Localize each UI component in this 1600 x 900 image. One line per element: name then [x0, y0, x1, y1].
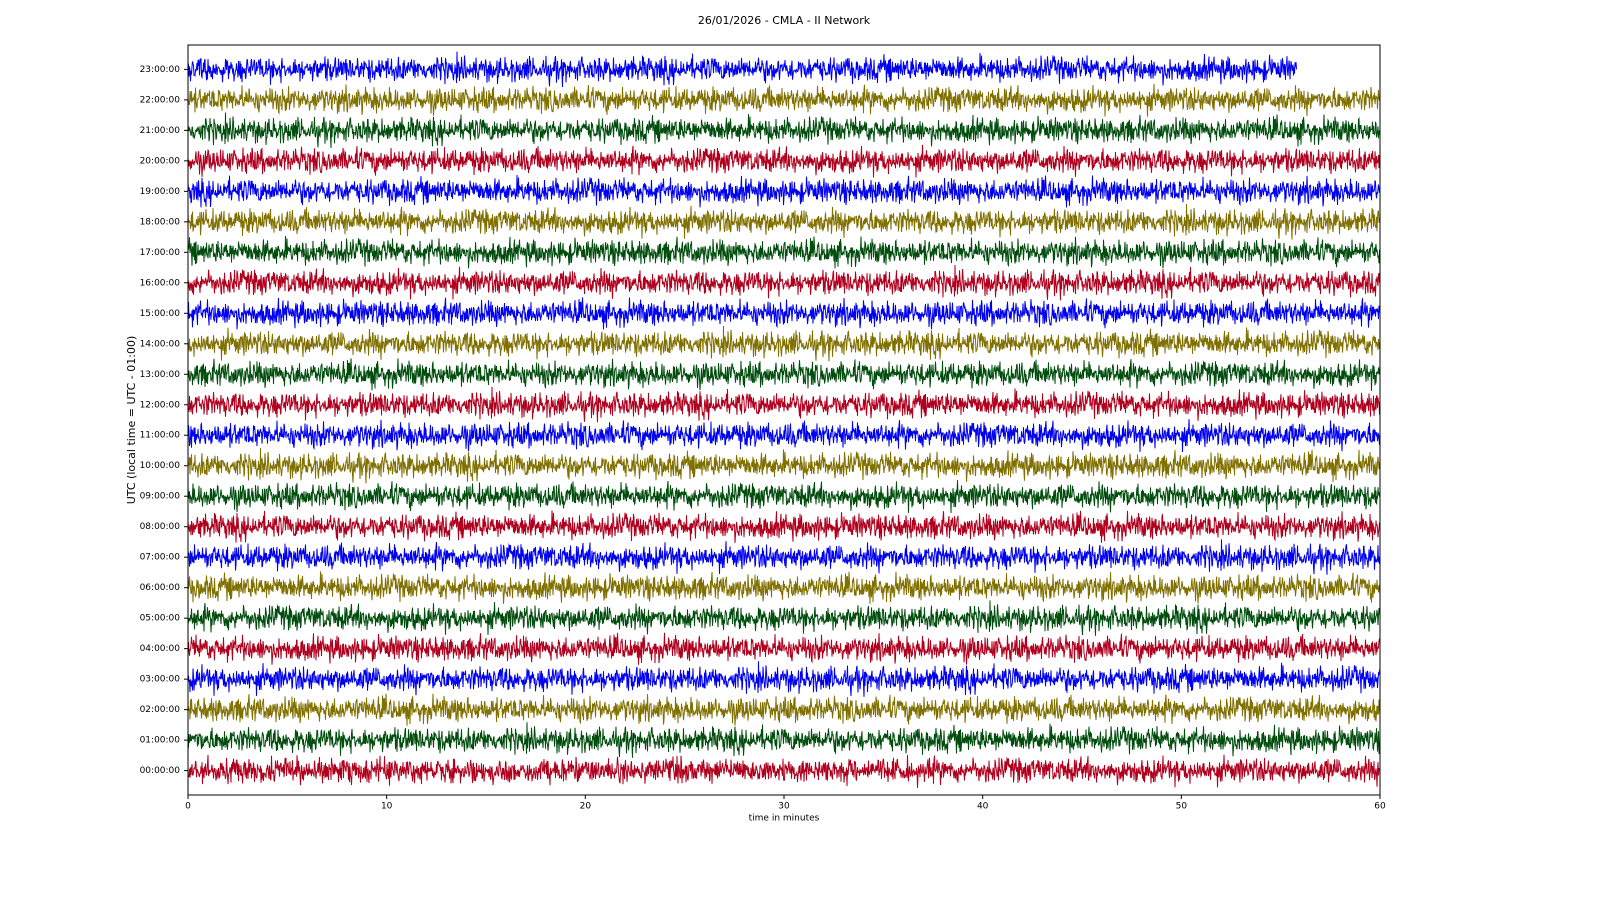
trace [188, 693, 1380, 726]
y-tick-label: 23:00:00 [140, 65, 181, 75]
trace [188, 264, 1380, 301]
y-tick-label: 02:00:00 [140, 705, 181, 715]
y-tick-label: 09:00:00 [140, 492, 181, 502]
y-tick-label: 11:00:00 [140, 431, 181, 441]
y-tick-label: 14:00:00 [140, 339, 181, 349]
y-tick-label: 12:00:00 [140, 400, 181, 410]
y-tick-label: 06:00:00 [140, 583, 181, 593]
y-tick-label: 05:00:00 [140, 614, 181, 624]
trace [188, 447, 1380, 484]
y-tick-label: 15:00:00 [140, 309, 181, 319]
x-tick-label: 0 [185, 802, 191, 812]
y-tick-label: 04:00:00 [140, 644, 181, 654]
trace [188, 632, 1380, 665]
y-tick-label: 03:00:00 [140, 675, 181, 685]
trace [188, 600, 1380, 636]
y-tick-label: 13:00:00 [140, 370, 181, 380]
y-tick-label: 17:00:00 [140, 248, 181, 258]
trace [188, 358, 1380, 391]
x-tick-label: 60 [1374, 802, 1386, 812]
trace [188, 539, 1380, 575]
trace [188, 510, 1380, 543]
trace [188, 83, 1380, 117]
y-tick-label: 18:00:00 [140, 217, 181, 227]
x-tick-label: 20 [580, 802, 592, 812]
y-tick-label: 19:00:00 [140, 187, 181, 197]
trace [188, 754, 1380, 788]
y-axis-label: UTC (local time = UTC - 01:00) [125, 336, 138, 505]
trace [188, 386, 1380, 423]
traces [188, 51, 1380, 788]
trace [188, 144, 1380, 178]
trace [188, 51, 1297, 88]
y-tick-label: 20:00:00 [140, 156, 181, 166]
y-tick-label: 22:00:00 [140, 95, 181, 105]
trace [188, 112, 1380, 149]
trace [188, 297, 1380, 330]
x-tick-label: 40 [977, 802, 989, 812]
x-tick-label: 10 [381, 802, 393, 812]
x-axis-label: time in minutes [749, 814, 820, 824]
trace [188, 661, 1380, 697]
trace [188, 235, 1380, 269]
trace [188, 722, 1380, 758]
trace [188, 571, 1380, 604]
x-tick-label: 30 [778, 802, 790, 812]
trace [188, 480, 1380, 514]
y-tick-label: 21:00:00 [140, 126, 181, 136]
y-tick-label: 08:00:00 [140, 522, 181, 532]
trace [188, 325, 1380, 362]
trace [188, 203, 1380, 240]
trace [188, 419, 1380, 453]
trace [188, 174, 1380, 208]
y-tick-label: 01:00:00 [140, 736, 181, 746]
chart-title: 26/01/2026 - CMLA - II Network [698, 14, 871, 27]
y-tick-label: 07:00:00 [140, 553, 181, 563]
y-tick-label: 10:00:00 [140, 461, 181, 471]
y-tick-label: 00:00:00 [140, 766, 181, 776]
x-tick-label: 50 [1176, 802, 1188, 812]
y-tick-label: 16:00:00 [140, 278, 181, 288]
